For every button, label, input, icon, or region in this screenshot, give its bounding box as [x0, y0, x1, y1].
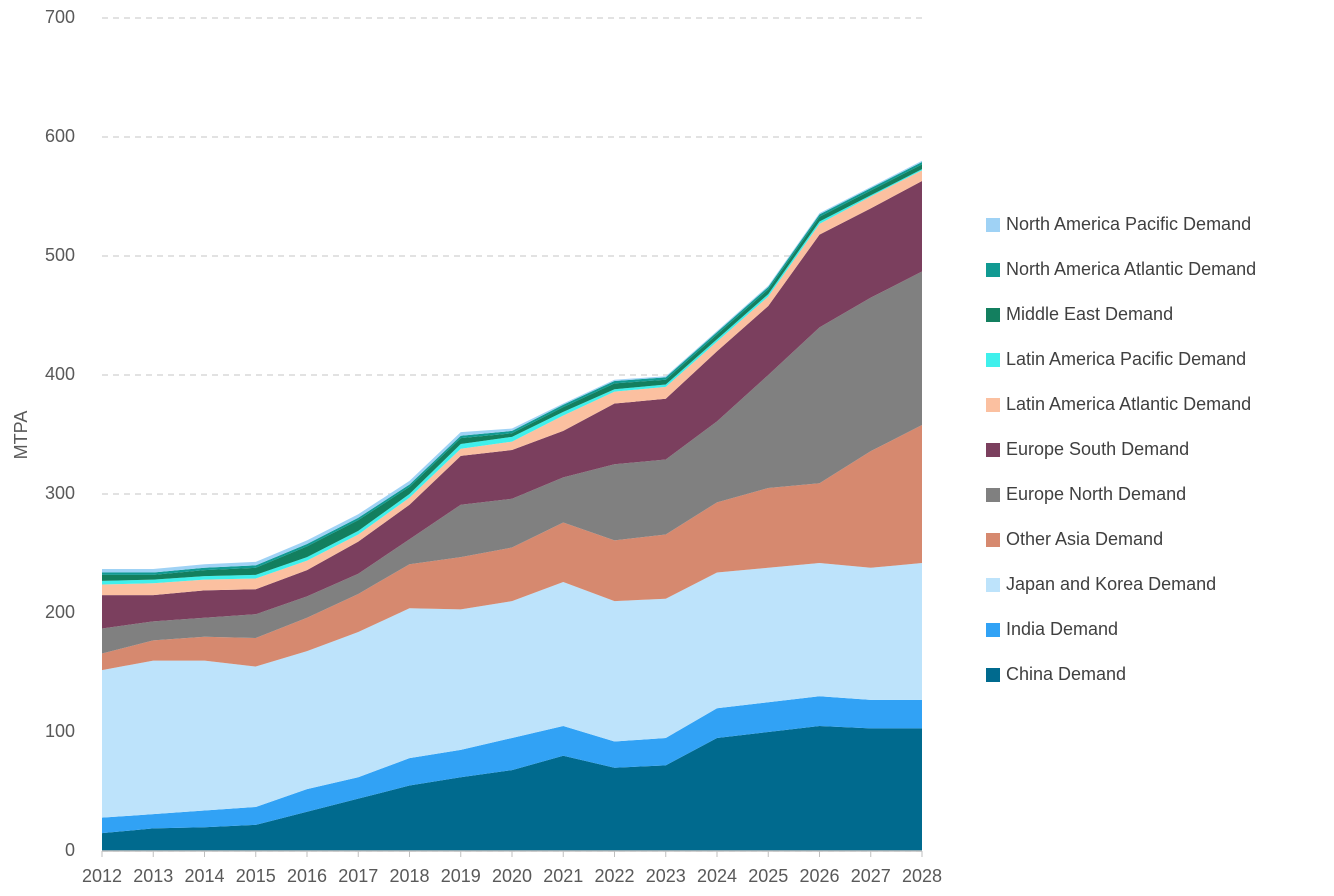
legend-swatch — [986, 668, 1000, 682]
x-tick-label: 2019 — [441, 866, 481, 886]
legend-swatch — [986, 218, 1000, 232]
legend-swatch — [986, 623, 1000, 637]
y-tick-label: 200 — [45, 602, 75, 622]
y-tick-label: 0 — [65, 840, 75, 860]
x-tick-label: 2014 — [184, 866, 224, 886]
legend-swatch — [986, 308, 1000, 322]
legend-swatch — [986, 353, 1000, 367]
legend-swatch — [986, 488, 1000, 502]
x-tick-label: 2026 — [799, 866, 839, 886]
legend-label: North America Pacific Demand — [1006, 214, 1251, 234]
legend-label: Europe South Demand — [1006, 439, 1189, 459]
area — [102, 563, 922, 818]
legend-label: India Demand — [1006, 619, 1118, 639]
legend-swatch — [986, 263, 1000, 277]
area — [102, 696, 922, 834]
x-tick-label: 2028 — [902, 866, 942, 886]
y-tick-label: 700 — [45, 7, 75, 27]
legend-label: Europe North Demand — [1006, 484, 1186, 504]
legend-label: Latin America Atlantic Demand — [1006, 394, 1251, 414]
legend-label: Other Asia Demand — [1006, 529, 1163, 549]
x-tick-label: 2024 — [697, 866, 737, 886]
x-tick-label: 2016 — [287, 866, 327, 886]
x-tick-label: 2025 — [748, 866, 788, 886]
y-tick-label: 400 — [45, 364, 75, 384]
legend-swatch — [986, 398, 1000, 412]
y-tick-label: 500 — [45, 245, 75, 265]
legend-label: China Demand — [1006, 664, 1126, 684]
x-tick-label: 2015 — [236, 866, 276, 886]
y-tick-label: 300 — [45, 483, 75, 503]
area — [102, 726, 922, 851]
legend-label: North America Atlantic Demand — [1006, 259, 1256, 279]
x-tick-label: 2020 — [492, 866, 532, 886]
x-tick-label: 2012 — [82, 866, 122, 886]
legend-label: Japan and Korea Demand — [1006, 574, 1216, 594]
x-tick-label: 2013 — [133, 866, 173, 886]
x-tick-label: 2021 — [543, 866, 583, 886]
legend-label: Middle East Demand — [1006, 304, 1173, 324]
x-tick-label: 2017 — [338, 866, 378, 886]
y-tick-label: 100 — [45, 721, 75, 741]
x-tick-label: 2022 — [594, 866, 634, 886]
x-tick-label: 2018 — [389, 866, 429, 886]
legend-label: Latin America Pacific Demand — [1006, 349, 1246, 369]
x-tick-label: 2027 — [851, 866, 891, 886]
y-axis-label: MTPA — [11, 411, 31, 460]
area — [102, 181, 922, 629]
area — [102, 271, 922, 654]
legend-swatch — [986, 533, 1000, 547]
x-tick-label: 2023 — [646, 866, 686, 886]
y-tick-label: 600 — [45, 126, 75, 146]
legend-swatch — [986, 443, 1000, 457]
legend-swatch — [986, 578, 1000, 592]
